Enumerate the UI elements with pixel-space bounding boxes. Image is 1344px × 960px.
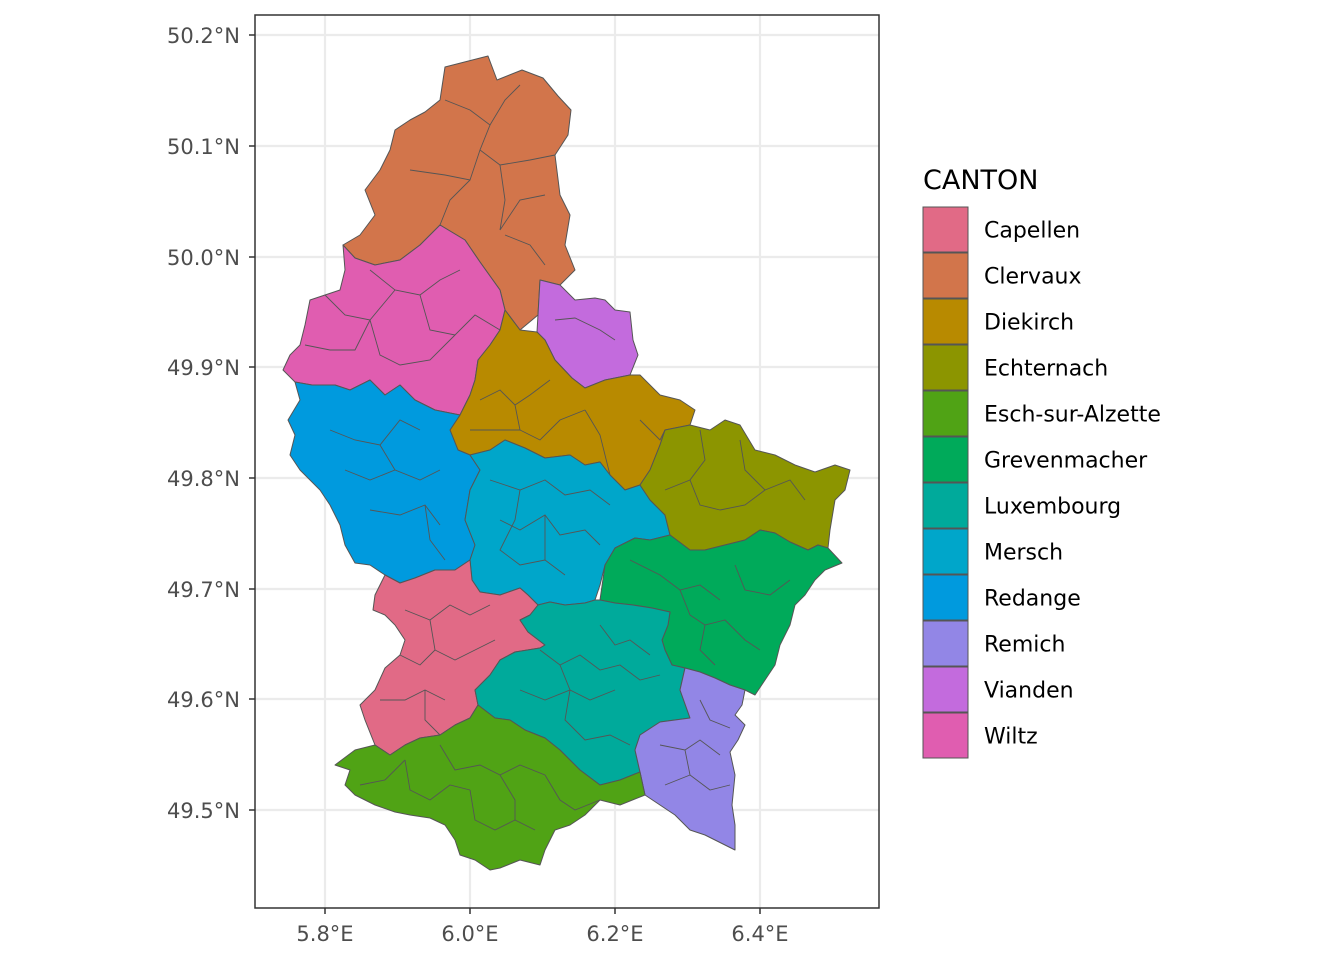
legend-key-luxembourg	[922, 482, 969, 529]
y-tick-label: 49.5°N	[167, 799, 240, 823]
x-axis: 5.8°E 6.0°E 6.2°E 6.4°E	[296, 908, 789, 946]
canton-layer	[282, 55, 851, 871]
y-tick-label: 50.0°N	[167, 246, 240, 270]
y-tick-label: 49.8°N	[167, 467, 240, 491]
legend-label: Luxembourg	[984, 495, 1121, 520]
legend-key-wiltz	[922, 712, 969, 759]
y-tick-label: 49.7°N	[167, 578, 240, 602]
y-tick-label: 50.2°N	[167, 24, 240, 48]
y-tick-label: 49.9°N	[167, 356, 240, 380]
panel-border	[254, 14, 880, 909]
legend-key-remich	[922, 620, 969, 667]
legend-label: Esch-sur-Alzette	[984, 403, 1161, 428]
legend-key-redange	[922, 574, 969, 621]
legend-label: Capellen	[984, 219, 1080, 244]
legend-label: Grevenmacher	[984, 449, 1148, 474]
legend-key-clervaux	[922, 252, 969, 299]
commune-boundaries	[304, 84, 806, 831]
x-tick-label: 6.4°E	[731, 922, 788, 946]
legend: CANTON Capellen Clervaux Diekirch Echternac…	[922, 165, 1161, 759]
canton-remich[interactable]	[634, 667, 746, 851]
y-tick-label: 49.6°N	[167, 688, 240, 712]
legend-label: Clervaux	[984, 265, 1082, 290]
x-tick-label: 6.0°E	[441, 922, 498, 946]
legend-label: Echternach	[984, 357, 1108, 382]
legend-label: Wiltz	[984, 725, 1038, 750]
canton-esch-sur-alzette[interactable]	[334, 704, 646, 871]
y-tick-label: 50.1°N	[167, 135, 240, 159]
legend-label: Remich	[984, 633, 1065, 658]
x-tick-label: 6.2°E	[586, 922, 643, 946]
legend-key-capellen	[922, 206, 969, 253]
x-tick-label: 5.8°E	[296, 922, 353, 946]
legend-title: CANTON	[923, 165, 1038, 196]
legend-key-mersch	[922, 528, 969, 575]
legend-key-vianden	[922, 666, 969, 713]
legend-label: Vianden	[984, 679, 1074, 704]
legend-label: Diekirch	[984, 311, 1074, 336]
legend-key-grevenmacher	[922, 436, 969, 483]
legend-key-esch-sur-alzette	[922, 390, 969, 437]
y-axis: 50.2°N 50.1°N 50.0°N 49.9°N 49.8°N 49.7°…	[167, 24, 255, 823]
legend-key-echternach	[922, 344, 969, 391]
legend-label: Mersch	[984, 541, 1063, 566]
legend-key-diekirch	[922, 298, 969, 345]
legend-label: Redange	[984, 587, 1081, 612]
